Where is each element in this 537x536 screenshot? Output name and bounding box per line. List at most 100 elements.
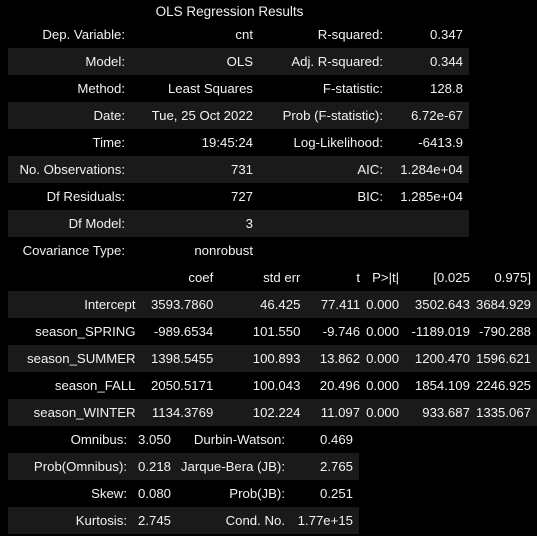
- table-cell: [259, 210, 389, 237]
- cell-text: Dep. Variable:: [42, 27, 125, 42]
- table-cell: 1398.5455: [141, 345, 220, 372]
- table-cell: 0.218: [133, 453, 177, 480]
- table-cell: 727: [131, 183, 259, 210]
- cell-text: Adj. R-squared:: [291, 54, 383, 69]
- table-cell: 128.8: [389, 75, 469, 102]
- cell-text: Least Squares: [167, 81, 253, 96]
- cell-text: 13.862: [319, 351, 361, 366]
- table-cell: -989.6534: [142, 318, 220, 345]
- table-cell: Time:: [8, 129, 131, 156]
- header-text: [0.025: [433, 270, 470, 285]
- cell-text: 2050.5171: [150, 378, 214, 393]
- table-cell: 77.411: [306, 291, 367, 318]
- table-cell: season_WINTER: [8, 399, 142, 426]
- cell-text: R-squared:: [317, 27, 383, 42]
- diag-row: Kurtosis: 2.745 Cond. No. 1.77e+15: [8, 507, 359, 534]
- table-cell: 0.344: [389, 48, 469, 75]
- table-cell: Dep. Variable:: [8, 21, 131, 48]
- cell-text: 1.284e+04: [400, 162, 463, 177]
- table-cell: Model:: [8, 48, 131, 75]
- cell-text: 2.765: [319, 459, 353, 474]
- summary-row: Model: OLS Adj. R-squared: 0.344: [8, 48, 469, 75]
- cell-text: 128.8: [429, 81, 463, 96]
- coef-row: Intercept 3593.7860 46.425 77.411 0.000 3502.…: [8, 291, 537, 318]
- cell-text: 1134.3769: [151, 405, 214, 420]
- summary-row: Time: 19:45:24 Log-Likelihood: -6413.9: [8, 129, 469, 156]
- table-cell: 1134.3769: [141, 399, 220, 426]
- cell-text: 11.097: [320, 405, 361, 420]
- cell-text: 3593.7860: [150, 297, 214, 312]
- cell-text: Method:: [77, 81, 125, 96]
- table-cell: No. Observations:: [8, 156, 131, 183]
- cell-text: 6.72e-67: [410, 108, 463, 123]
- table-cell: 19:45:24: [131, 129, 259, 156]
- model-summary-table: Dep. Variable: cnt R-squared: 0.347 Model: OL…: [8, 21, 469, 264]
- cell-text: 0.347: [429, 27, 463, 42]
- cell-text: 3502.643: [414, 297, 470, 312]
- cell-text: Prob(JB):: [229, 486, 285, 501]
- table-cell: 0.080: [133, 480, 177, 507]
- table-cell: 20.496: [306, 372, 366, 399]
- table-cell: 0.000: [366, 399, 406, 426]
- cell-text: [383, 243, 389, 258]
- table-cell: 2.745: [133, 507, 177, 534]
- cell-text: 102.224: [252, 405, 301, 420]
- table-cell: 0.000: [366, 291, 406, 318]
- cell-text: 3684.929: [475, 297, 531, 312]
- diagnostics-table: Omnibus: 3.050 Durbin-Watson: 0.469 Prob(Omn…: [8, 426, 359, 534]
- cell-text: [383, 216, 389, 231]
- table-cell: 3684.929: [475, 291, 537, 318]
- table-cell: 3: [131, 210, 259, 237]
- cell-text: 77.411: [320, 297, 361, 312]
- table-cell: Durbin-Watson:: [177, 426, 291, 453]
- table-cell: 0.000: [366, 372, 405, 399]
- cell-text: 3: [245, 216, 253, 231]
- cell-text: 1398.5455: [150, 351, 214, 366]
- table-cell: cnt: [131, 21, 259, 48]
- cell-text: AIC:: [357, 162, 383, 177]
- column-header: t: [306, 264, 366, 291]
- table-cell: 6.72e-67: [389, 102, 469, 129]
- table-cell: 101.550: [219, 318, 306, 345]
- cell-text: 1.285e+04: [400, 189, 463, 204]
- cell-text: 727: [230, 189, 253, 204]
- column-header: 0.975]: [476, 264, 537, 291]
- table-cell: Df Model:: [8, 210, 131, 237]
- table-cell: [259, 237, 389, 264]
- table-cell: 0.251: [291, 480, 359, 507]
- table-cell: Least Squares: [131, 75, 259, 102]
- cell-text: 731: [230, 162, 253, 177]
- header-text: t: [356, 270, 361, 285]
- cell-text: Durbin-Watson:: [193, 432, 285, 447]
- cell-text: Intercept: [84, 297, 136, 312]
- cell-text: OLS: [226, 54, 253, 69]
- cell-text: 0.000: [366, 351, 400, 366]
- table-cell: 1.284e+04: [389, 156, 469, 183]
- cell-text: 0.080: [137, 486, 171, 501]
- cell-text: 46.425: [260, 297, 301, 312]
- table-cell: BIC:: [259, 183, 389, 210]
- table-cell: 2.765: [291, 453, 359, 480]
- cell-text: BIC:: [357, 189, 383, 204]
- cell-text: Kurtosis:: [75, 513, 127, 528]
- cell-text: Omnibus:: [70, 432, 127, 447]
- cell-text: Cond. No.: [225, 513, 285, 528]
- table-cell: 0.469: [291, 426, 359, 453]
- table-cell: Df Residuals:: [8, 183, 131, 210]
- cell-text: nonrobust: [194, 243, 253, 258]
- header-text: P>|t|: [372, 270, 400, 285]
- summary-row: Dep. Variable: cnt R-squared: 0.347: [8, 21, 469, 48]
- table-cell: [389, 210, 469, 237]
- cell-text: Df Residuals:: [46, 189, 125, 204]
- table-cell: [389, 237, 469, 264]
- summary-row: Method: Least Squares F-statistic: 128.8: [8, 75, 469, 102]
- cell-text: 1596.621: [475, 351, 531, 366]
- column-header: [8, 264, 142, 291]
- table-cell: Prob(JB):: [177, 480, 291, 507]
- summary-row: Date: Tue, 25 Oct 2022 Prob (F-statistic):…: [8, 102, 469, 129]
- cell-text: Covariance Type:: [22, 243, 125, 258]
- cell-text: 20.496: [319, 378, 361, 393]
- table-cell: 933.687: [405, 399, 476, 426]
- table-cell: Skew:: [8, 480, 133, 507]
